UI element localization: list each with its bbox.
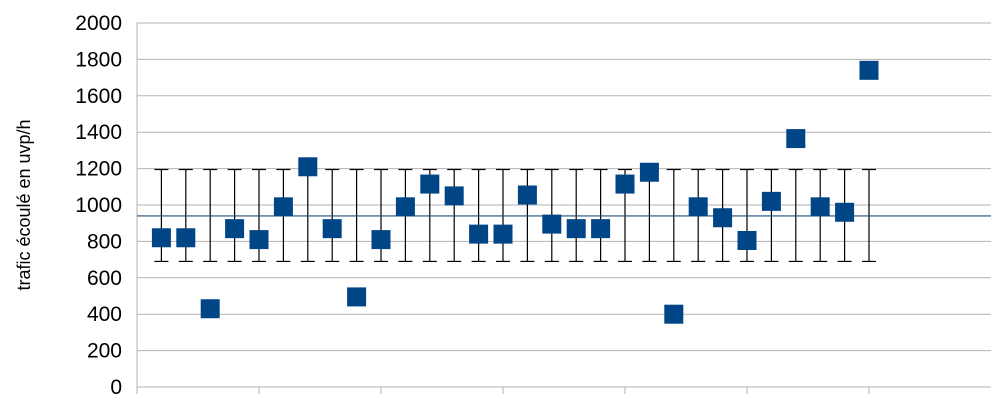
data-point-3 bbox=[200, 299, 220, 319]
y-tick-labels: 0 200 400 600 800 1000 1200 1400 1600 1800 2000 bbox=[75, 12, 122, 394]
data-point-21 bbox=[639, 162, 659, 182]
y-tick-label-1000: 1000 bbox=[75, 194, 122, 217]
data-point-27 bbox=[786, 129, 806, 149]
data-point-11 bbox=[395, 197, 415, 217]
data-point-7 bbox=[298, 157, 318, 177]
data-point-5 bbox=[249, 230, 269, 250]
y-tick-label-400: 400 bbox=[87, 303, 122, 326]
y-tick-label-800: 800 bbox=[87, 230, 122, 253]
data-point-26 bbox=[761, 191, 781, 211]
data-point-24 bbox=[713, 208, 733, 228]
y-tick-label-200: 200 bbox=[87, 340, 122, 363]
y-tick-label-1200: 1200 bbox=[75, 158, 122, 181]
y-tick-label-1800: 1800 bbox=[75, 48, 122, 71]
x-axis bbox=[136, 23, 991, 394]
y-axis-title: trafic écoulé en uvp/h bbox=[14, 119, 34, 290]
data-points bbox=[151, 60, 879, 324]
data-point-18 bbox=[566, 219, 586, 239]
data-point-12 bbox=[420, 174, 440, 194]
data-point-30 bbox=[859, 60, 879, 80]
y-tick-label-0: 0 bbox=[110, 376, 122, 394]
data-point-8 bbox=[322, 219, 342, 239]
data-point-15 bbox=[493, 224, 513, 244]
data-point-16 bbox=[517, 185, 537, 205]
y-tick-label-600: 600 bbox=[87, 267, 122, 290]
data-point-10 bbox=[371, 230, 391, 250]
data-point-23 bbox=[688, 197, 708, 217]
data-point-20 bbox=[615, 174, 635, 194]
data-point-28 bbox=[810, 197, 830, 217]
data-point-6 bbox=[273, 197, 293, 217]
data-point-29 bbox=[835, 202, 855, 222]
data-point-22 bbox=[664, 304, 684, 324]
data-point-9 bbox=[347, 287, 367, 307]
data-point-25 bbox=[737, 230, 757, 250]
y-tick-label-1600: 1600 bbox=[75, 85, 122, 108]
data-point-13 bbox=[444, 186, 464, 206]
y-tick-label-2000: 2000 bbox=[75, 12, 122, 35]
data-point-2 bbox=[176, 228, 196, 248]
data-point-19 bbox=[591, 219, 611, 239]
grid-lines bbox=[137, 22, 991, 352]
data-point-1 bbox=[151, 228, 171, 248]
data-point-17 bbox=[542, 214, 562, 234]
data-point-4 bbox=[225, 219, 245, 239]
y-tick-label-1400: 1400 bbox=[75, 121, 122, 144]
data-point-14 bbox=[469, 224, 489, 244]
